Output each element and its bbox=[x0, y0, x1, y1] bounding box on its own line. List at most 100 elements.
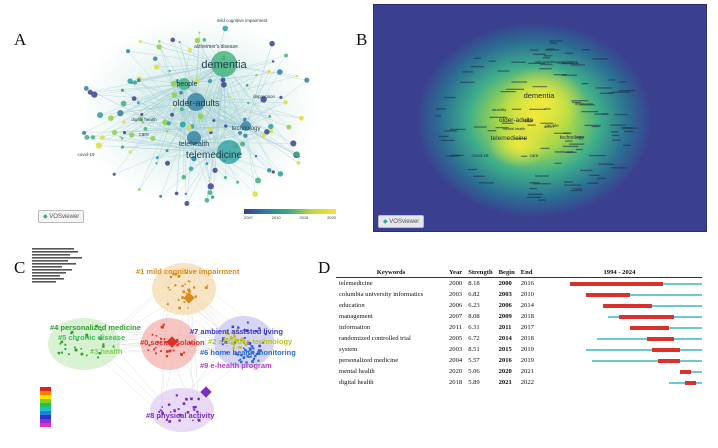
cluster-node bbox=[70, 330, 74, 334]
density-term-mark bbox=[449, 128, 466, 131]
cluster-node bbox=[182, 290, 186, 294]
density-term-mark bbox=[473, 57, 481, 59]
density-term-mark bbox=[444, 96, 456, 99]
cluster-node bbox=[197, 397, 200, 401]
density-term-mark bbox=[563, 132, 572, 134]
cluster-node bbox=[232, 346, 235, 350]
network-node bbox=[138, 39, 142, 43]
network-node bbox=[112, 172, 116, 176]
network-node bbox=[279, 95, 283, 100]
cluster-node bbox=[235, 351, 237, 353]
cell-strength: 8.08 bbox=[468, 313, 480, 320]
cluster-node bbox=[249, 347, 252, 351]
cluster-node bbox=[167, 403, 171, 406]
density-term-mark bbox=[434, 115, 441, 117]
keyword-burst-panel: Keywords Year Strength Begin End 1994 - … bbox=[336, 268, 714, 438]
panel-label-c: C bbox=[14, 258, 26, 277]
cell-strength: 6.31 bbox=[468, 324, 480, 331]
cluster-node bbox=[229, 335, 232, 338]
network-node bbox=[198, 31, 201, 34]
cluster-node bbox=[164, 340, 167, 344]
year-color-scale bbox=[40, 387, 51, 427]
cluster-node bbox=[158, 410, 161, 413]
network-node bbox=[122, 120, 126, 124]
density-term-mark bbox=[564, 52, 574, 54]
network-node bbox=[122, 130, 127, 135]
burst-timeline bbox=[537, 289, 702, 300]
cluster-node bbox=[187, 280, 190, 282]
density-term-mark bbox=[591, 125, 600, 128]
cluster-node bbox=[231, 342, 234, 345]
cell-end: 2019 bbox=[520, 346, 534, 353]
density-term-mark bbox=[589, 154, 606, 157]
cluster-node bbox=[231, 325, 235, 329]
cell-strength: 5.89 bbox=[468, 379, 480, 386]
density-term-mark bbox=[532, 85, 548, 88]
cluster-node bbox=[205, 286, 208, 289]
cell-begin: 2015 bbox=[498, 346, 512, 353]
network-node bbox=[187, 47, 193, 52]
cluster-node bbox=[181, 284, 184, 287]
network-node bbox=[252, 191, 259, 197]
cluster-node bbox=[148, 344, 151, 347]
cluster-node bbox=[95, 324, 98, 328]
burst-bar bbox=[586, 292, 631, 297]
density-term-mark bbox=[440, 139, 455, 142]
network-node bbox=[224, 124, 228, 128]
density-term-mark bbox=[478, 182, 494, 184]
network-node bbox=[111, 130, 118, 136]
header-strength: Strength bbox=[465, 268, 496, 278]
network-node bbox=[267, 168, 272, 173]
network-node bbox=[209, 100, 213, 103]
density-term-mark bbox=[584, 124, 601, 127]
cluster-label-6: #6 home health monitoring bbox=[200, 348, 296, 357]
density-term-mark bbox=[569, 143, 585, 145]
network-node bbox=[277, 171, 284, 177]
cluster-node bbox=[245, 329, 249, 332]
network-node bbox=[284, 53, 288, 58]
density-term-mark bbox=[622, 127, 638, 129]
cell-strength: 8.51 bbox=[468, 346, 480, 353]
cluster-label-8: #8 physical activity bbox=[146, 411, 215, 420]
burst-timeline bbox=[537, 377, 702, 388]
network-node bbox=[212, 167, 218, 173]
density-term-mark bbox=[467, 168, 478, 171]
density-term-mark bbox=[544, 49, 560, 51]
density-term-mark bbox=[489, 116, 507, 119]
timeline-line bbox=[602, 305, 702, 307]
cluster-node bbox=[74, 348, 78, 352]
network-node bbox=[184, 192, 188, 196]
cluster-node bbox=[250, 345, 254, 348]
cluster-node bbox=[85, 354, 88, 357]
network-node bbox=[286, 124, 292, 130]
network-node bbox=[132, 80, 138, 85]
network-node bbox=[156, 44, 162, 50]
network-node bbox=[138, 116, 143, 121]
panel-label-d: D bbox=[318, 258, 331, 277]
network-node bbox=[165, 130, 169, 133]
network-node bbox=[184, 201, 190, 206]
density-label-care: care bbox=[530, 153, 539, 158]
node-label-people: people bbox=[176, 81, 197, 88]
cluster-node bbox=[187, 307, 189, 309]
cluster-node bbox=[169, 275, 173, 279]
cluster-node bbox=[100, 329, 102, 331]
cluster-node bbox=[257, 359, 260, 362]
network-node bbox=[187, 125, 192, 130]
network-node bbox=[150, 135, 156, 141]
burst-bar bbox=[652, 347, 680, 352]
network-node bbox=[276, 69, 283, 75]
cluster-node bbox=[155, 335, 158, 337]
network-node bbox=[170, 37, 176, 43]
network-node bbox=[240, 141, 246, 147]
table-row: columbia university informatics 2003 6.82 2… bbox=[336, 289, 702, 300]
density-term-mark bbox=[524, 120, 533, 123]
burst-timeline bbox=[537, 333, 702, 344]
vosviewer-label: VOSviewer bbox=[389, 219, 420, 225]
cluster-node bbox=[73, 346, 76, 349]
cluster-node bbox=[245, 361, 248, 364]
density-term-mark bbox=[580, 169, 593, 172]
cluster-node bbox=[153, 348, 156, 351]
hub-node bbox=[241, 121, 251, 131]
network-node bbox=[159, 194, 163, 198]
